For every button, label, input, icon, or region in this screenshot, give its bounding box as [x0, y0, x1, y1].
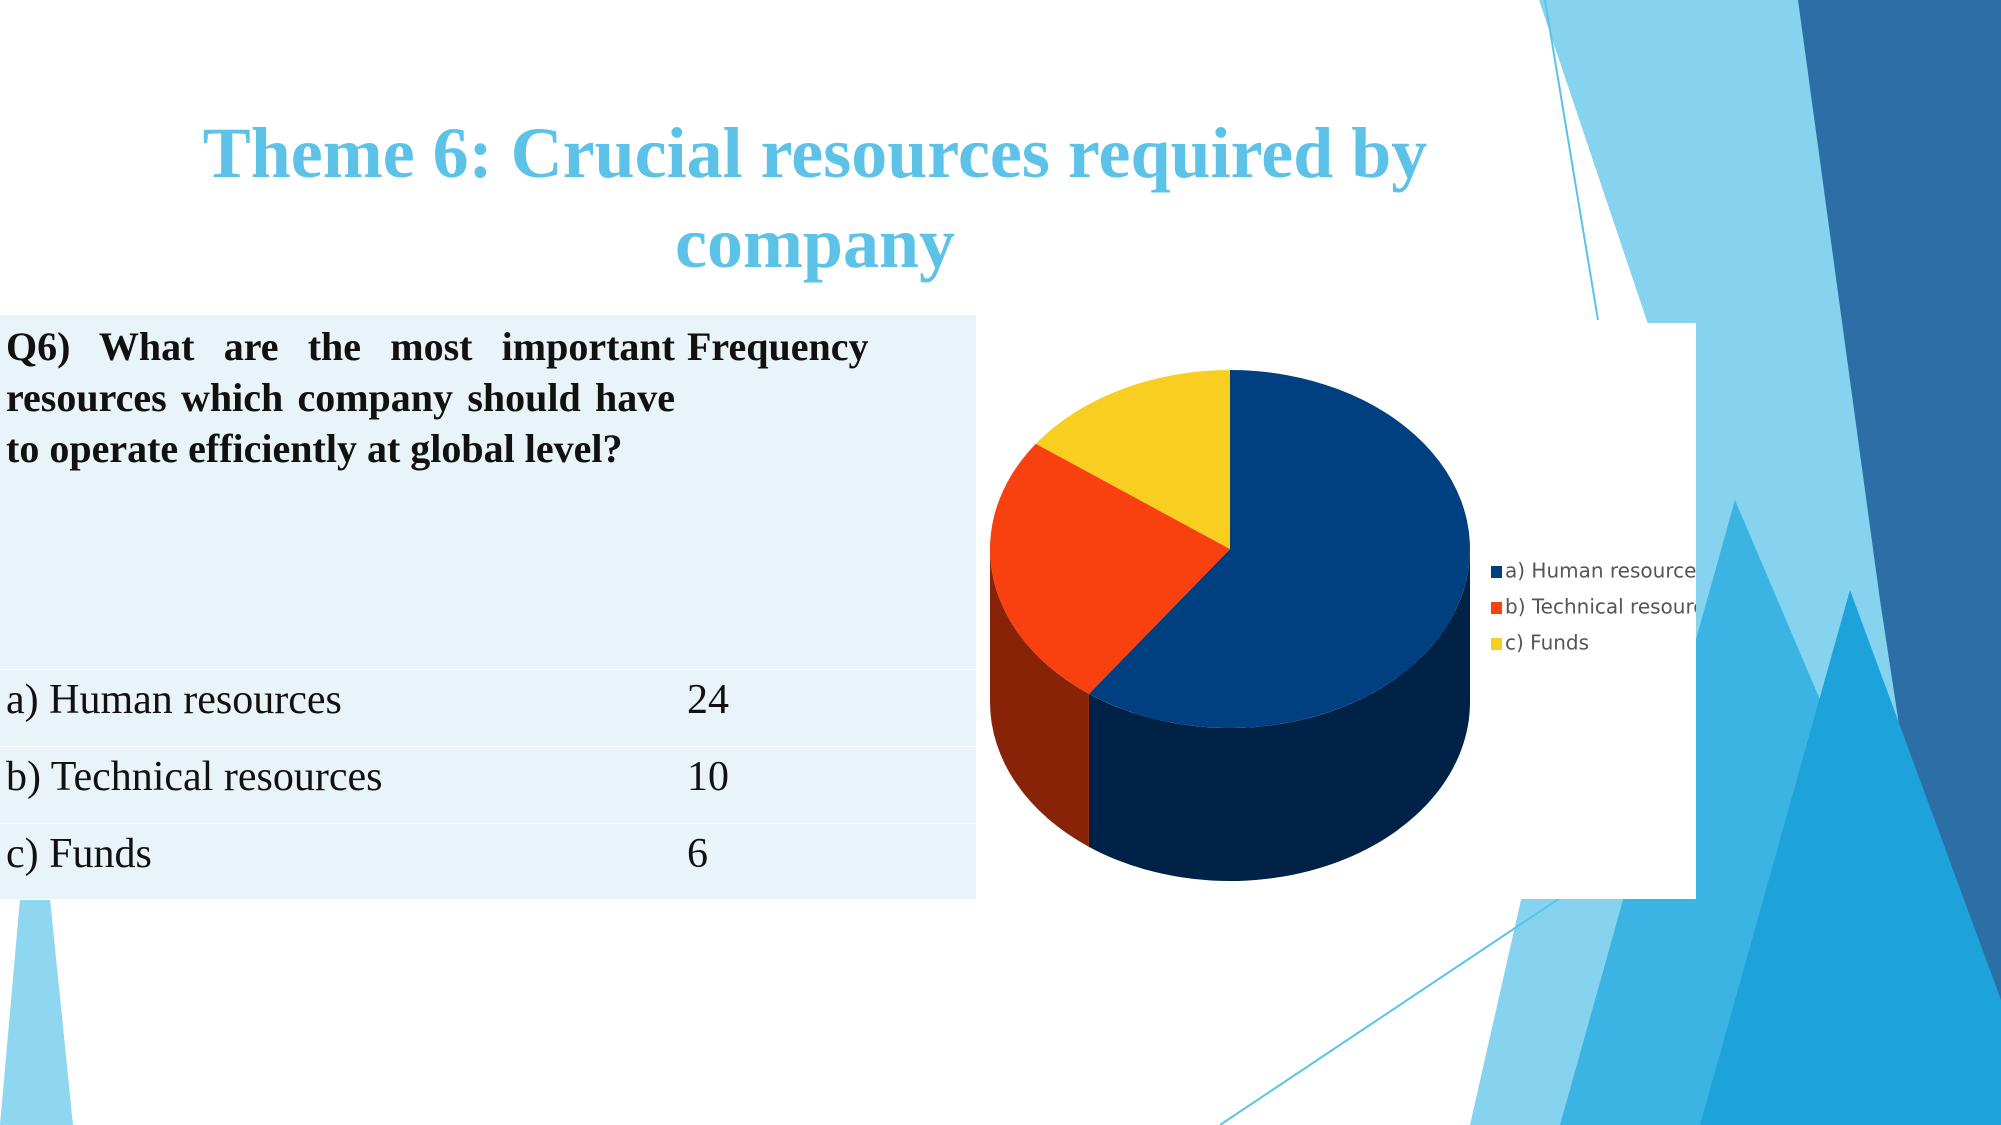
decor-shape: [1700, 590, 2001, 1125]
legend-swatch: [1491, 566, 1502, 578]
decor-shape: [1798, 0, 2001, 1125]
pie-slice-side: [990, 549, 1089, 847]
slide-title: Theme 6: Crucial resources required by c…: [202, 113, 1428, 283]
decor-line: [1219, 897, 1561, 1125]
table-cell: 24: [681, 670, 976, 747]
table-cell: 6: [681, 824, 976, 900]
table-cell: 10: [681, 747, 976, 824]
decor-shape: [0, 899, 73, 1125]
table-cell: a) Human resources: [0, 670, 681, 747]
legend-label: c) Funds: [1505, 631, 1589, 655]
pie-slice: [1035, 370, 1230, 549]
pie-slice: [990, 443, 1230, 694]
pie-slice-side: [1088, 549, 1470, 881]
pie-slice: [1088, 370, 1470, 728]
table-header: Frequency: [681, 315, 976, 670]
table-header: Q6) What are the most important resource…: [0, 315, 681, 670]
chart: a) Human resources b) Technical resources…: [976, 323, 1696, 899]
legend-swatch: [1491, 638, 1502, 650]
legend-label: a) Human resources: [1505, 559, 1696, 583]
legend-label: b) Technical resources: [1505, 595, 1696, 619]
decor-line: [1544, 0, 1599, 321]
table-cell: c) Funds: [0, 824, 681, 900]
legend-swatch: [1491, 602, 1502, 614]
table-cell: b) Technical resources: [0, 747, 681, 824]
